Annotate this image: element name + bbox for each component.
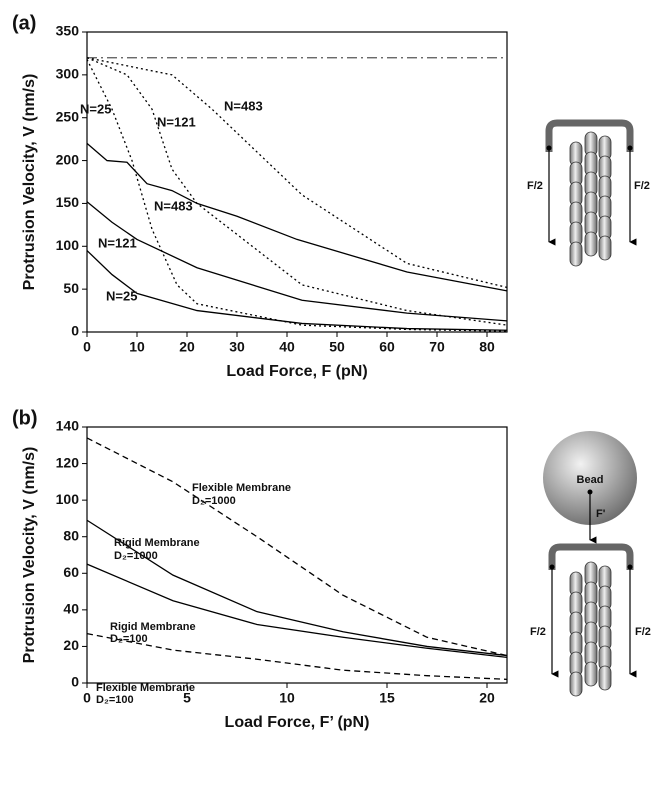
x-tick-label: 0	[83, 339, 91, 355]
annotation: Rigid Membrane	[110, 621, 196, 633]
annotation: D₂=1000	[114, 550, 158, 562]
x-tick-label: 10	[279, 690, 295, 706]
x-tick-label: 20	[179, 339, 195, 355]
bead	[543, 431, 637, 525]
filament	[569, 561, 612, 697]
force-label: F/2	[527, 180, 543, 192]
series-line	[86, 437, 508, 657]
x-tick-label: 50	[329, 339, 345, 355]
x-axis-title: Load Force, F (pN)	[226, 363, 367, 380]
y-tick-label: 150	[56, 194, 80, 210]
series-line	[86, 563, 508, 659]
annotation: N=483	[224, 98, 263, 113]
y-tick-label: 50	[63, 280, 79, 296]
y-tick-label: 120	[56, 454, 80, 470]
x-tick-label: 80	[479, 339, 495, 355]
y-axis-title: Protrusion Velocity, V (nm/s)	[21, 447, 38, 664]
actin-subunit	[598, 235, 612, 261]
series-line	[86, 57, 508, 289]
membrane-bar	[545, 119, 634, 152]
series-line	[86, 201, 508, 322]
actin-subunit	[598, 665, 612, 691]
series-line	[86, 59, 508, 332]
bead-label: Bead	[577, 474, 604, 486]
x-tick-label: 15	[379, 690, 395, 706]
y-tick-label: 250	[56, 108, 80, 124]
annotation: N=121	[98, 235, 137, 250]
y-axis-title: Protrusion Velocity, V (nm/s)	[21, 74, 38, 291]
diagram: F/2 F/2 Bead F' F/2 F/2	[527, 119, 651, 697]
force-label: F/2	[635, 626, 651, 638]
annotation: Rigid Membrane	[114, 537, 200, 549]
annotation: N=483	[154, 198, 193, 213]
force-label: F/2	[634, 180, 650, 192]
x-axis-title: Load Force, F’ (pN)	[225, 714, 370, 731]
plot-frame	[86, 31, 508, 333]
y-tick-label: 0	[71, 323, 79, 339]
series-line	[86, 57, 508, 326]
x-tick-label: 5	[183, 690, 191, 706]
series-line	[86, 142, 508, 292]
y-tick-label: 20	[63, 637, 79, 653]
y-tick-label: 60	[63, 564, 79, 580]
force-label: F/2	[530, 626, 546, 638]
plot-frame	[86, 426, 508, 684]
y-tick-label: 80	[63, 527, 79, 543]
force-label: F'	[596, 508, 606, 520]
actin-subunit	[569, 671, 583, 697]
series-line	[86, 250, 508, 331]
y-tick-label: 100	[56, 237, 80, 253]
membrane-bar	[548, 543, 634, 570]
y-tick-label: 140	[56, 418, 80, 434]
y-tick-label: 40	[63, 601, 79, 617]
annotation: D₂=100	[110, 633, 148, 645]
x-tick-label: 30	[229, 339, 245, 355]
x-tick-label: 60	[379, 339, 395, 355]
actin-subunit	[584, 661, 598, 687]
x-tick-label: 0	[83, 690, 91, 706]
x-tick-label: 70	[429, 339, 445, 355]
annotation: Flexible Membrane	[192, 482, 291, 494]
annotation: N=25	[106, 288, 137, 303]
annotation: Flexible Membrane	[96, 682, 195, 694]
y-tick-label: 300	[56, 66, 80, 82]
y-tick-label: 100	[56, 491, 80, 507]
series-line	[86, 632, 508, 680]
panel-label: (a)	[12, 12, 36, 34]
y-tick-label: 200	[56, 151, 80, 167]
y-tick-label: 0	[71, 674, 79, 690]
annotation: D₂=1000	[192, 495, 236, 507]
y-tick-label: 350	[56, 23, 80, 39]
actin-subunit	[569, 241, 583, 267]
annotation: N=25	[80, 101, 111, 116]
filament	[569, 131, 612, 267]
x-tick-label: 20	[479, 690, 495, 706]
x-tick-label: 10	[129, 339, 145, 355]
annotation: N=121	[157, 114, 196, 129]
series-line	[86, 519, 508, 657]
actin-subunit	[584, 231, 598, 257]
panel-label: (b)	[12, 407, 38, 429]
annotation: D₂=100	[96, 694, 134, 706]
x-tick-label: 40	[279, 339, 295, 355]
